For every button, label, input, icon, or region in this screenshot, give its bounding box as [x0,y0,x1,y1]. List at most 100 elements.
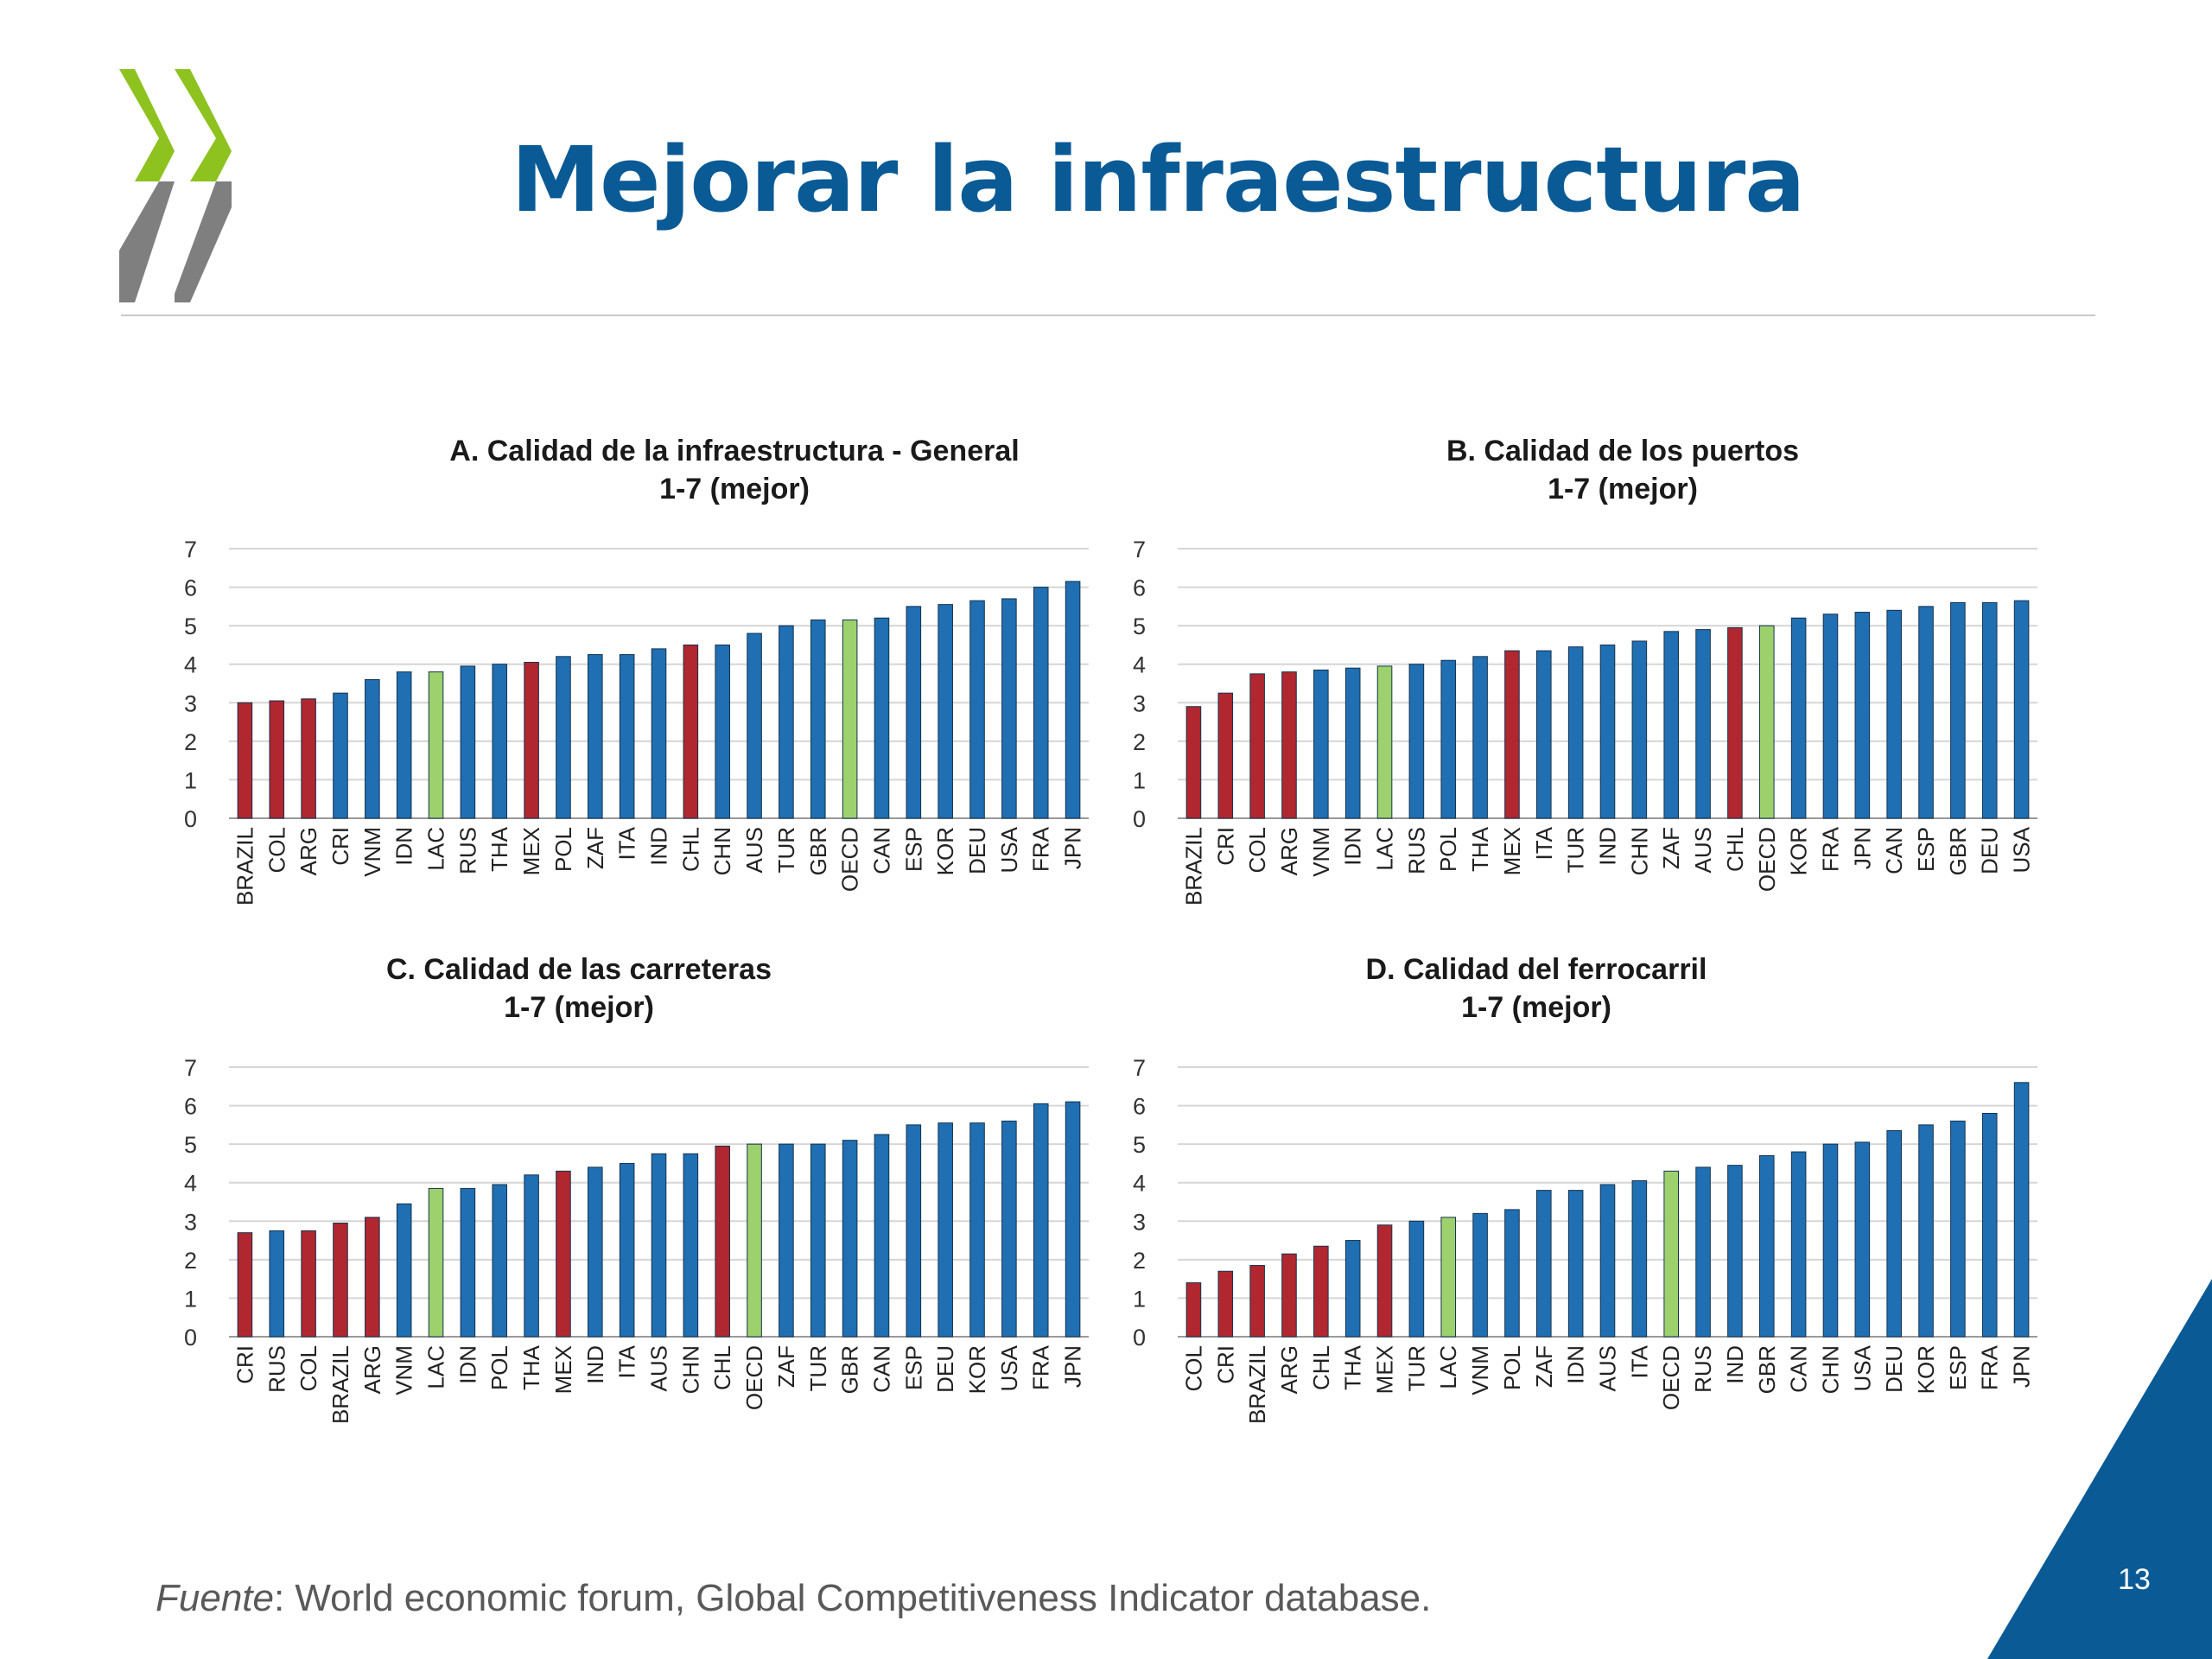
x-tick-label: JPN [2009,1345,2035,1388]
logo-chevron-gray-front [175,181,232,302]
bar-oecd [1663,1170,1679,1338]
y-tick-label: 4 [184,1171,197,1197]
x-tick-label: KOR [964,1345,990,1394]
bar-idn [396,671,412,819]
bar-esp [906,606,922,819]
x-tick-label: OECD [1754,827,1780,892]
x-tick-label: COL [264,827,289,873]
chart-plot: 0 1 2 3 4 5 6 7 COL CRI BRAZIL ARG CHL THA MEX TUR LAC VN… [1133,1055,2037,1424]
chart-title: D. Calidad del ferrocarril 1-7 (mejor) [1312,950,1761,1027]
bar-ind [1727,1165,1743,1338]
x-tick-label: MEX [518,827,544,875]
bar-chn [715,644,730,819]
x-tick-label: CHN [1626,827,1652,875]
bar-arg [1281,671,1297,819]
bar-mex [1376,1224,1393,1338]
x-tick-label: CRI [1212,1345,1238,1384]
source-label: Fuente [156,1577,274,1619]
x-tick-label: KOR [932,827,958,875]
x-tick-label: OECD [837,827,863,892]
x-tick-label: ESP [1945,1345,1971,1390]
y-tick-label: 2 [184,1248,197,1274]
bar-idn [460,1187,476,1338]
x-tick-label: BRAZIL [1244,1345,1270,1424]
y-tick-label: 1 [1133,1286,1146,1312]
bar-arg [365,1217,380,1338]
logo-chevron-gray-back [119,181,175,302]
x-tick-label: CRI [1212,827,1238,866]
bar-chl [1313,1245,1329,1338]
bar-chl [715,1145,730,1338]
x-tick-label: RUS [1690,1345,1716,1393]
chart-subtitle-text: 1-7 (mejor) [504,991,654,1024]
y-tick-label: 6 [1133,575,1146,601]
bar-fra [1033,587,1049,819]
bar-cri [237,1232,253,1338]
chart-title-text: A. Calidad de la infraestructura - Gener… [449,435,1020,467]
x-tick-label: LAC [423,827,449,871]
bar-tha [1472,656,1488,819]
bar-vnm [1472,1212,1488,1338]
x-tick-label: CAN [868,1345,894,1393]
bar-idn [1344,667,1361,819]
chart-subtitle-text: 1-7 (mejor) [659,473,810,505]
x-tick-label: ARG [1276,1345,1302,1394]
y-tick-label: 4 [1133,1171,1146,1197]
x-tick-label: ITA [1531,826,1557,860]
x-tick-label: RUS [264,1345,289,1393]
bar-tha [524,1174,539,1338]
x-tick-label: DEU [1977,827,2003,874]
chart-subtitle-text: 1-7 (mejor) [1461,991,1611,1024]
x-tick-label: FRA [1028,826,1054,872]
x-tick-label: THA [518,1344,544,1390]
y-tick-label: 7 [1133,1055,1146,1081]
x-tick-label: ZAF [1658,827,1684,869]
bar-tur [1408,1220,1425,1338]
x-tick-label: COL [1244,827,1270,873]
bar-aus [1599,1184,1616,1338]
x-tick-label: MEX [550,1345,576,1394]
y-tick-label: 0 [1133,1325,1146,1351]
bar-chn [1822,1143,1839,1338]
chart-plot: 0 1 2 3 4 5 6 7 BRAZIL CRI COL ARG VNM IDN LAC RUS POL TH… [1133,537,2037,906]
bar-arg [301,698,316,819]
bar-deu [938,1122,953,1338]
bar-gbr [1758,1155,1775,1338]
x-tick-label: ESP [900,1345,926,1390]
bar-vnm [1313,669,1329,819]
bar-can [874,617,890,819]
y-tick-label: 0 [184,806,197,832]
bar-ita [1536,650,1552,819]
x-tick-label: POL [550,827,576,872]
chart-title: B. Calidad de los puertos 1-7 (mejor) [1320,432,1925,508]
bar-tur [779,625,794,819]
y-tick-label: 0 [1133,806,1146,832]
bar-ita [1631,1179,1648,1338]
x-tick-label: RUS [454,827,480,874]
bar-chn [683,1153,699,1338]
x-tick-label: THA [1467,826,1493,872]
bar-col [1249,673,1265,819]
x-tick-label: DEU [932,1345,958,1393]
slide-title: Mejorar la infraestructura [511,127,1806,232]
x-tick-label: GBR [837,1345,863,1394]
x-tick-label: CHN [1817,1345,1843,1394]
bar-gbr [810,619,826,819]
bar-ita [619,654,635,819]
bar-rus [1695,1166,1711,1338]
bar-pol [556,656,571,819]
y-tick-label: 2 [1133,1248,1146,1274]
x-tick-label: OECD [741,1345,767,1410]
bar-col [1185,1282,1202,1338]
x-tick-label: ITA [614,1344,640,1378]
x-tick-label: DEU [964,827,990,874]
y-tick-label: 4 [1133,652,1146,678]
x-tick-label: IND [646,827,672,866]
bar-idn [1567,1190,1584,1338]
x-tick-label: CHN [677,1345,703,1394]
bar-ind [651,648,667,819]
bar-lac [1440,1217,1457,1338]
y-tick-label: 6 [184,575,197,601]
x-tick-label: AUS [1690,827,1716,873]
x-tick-label: GBR [1945,827,1971,875]
